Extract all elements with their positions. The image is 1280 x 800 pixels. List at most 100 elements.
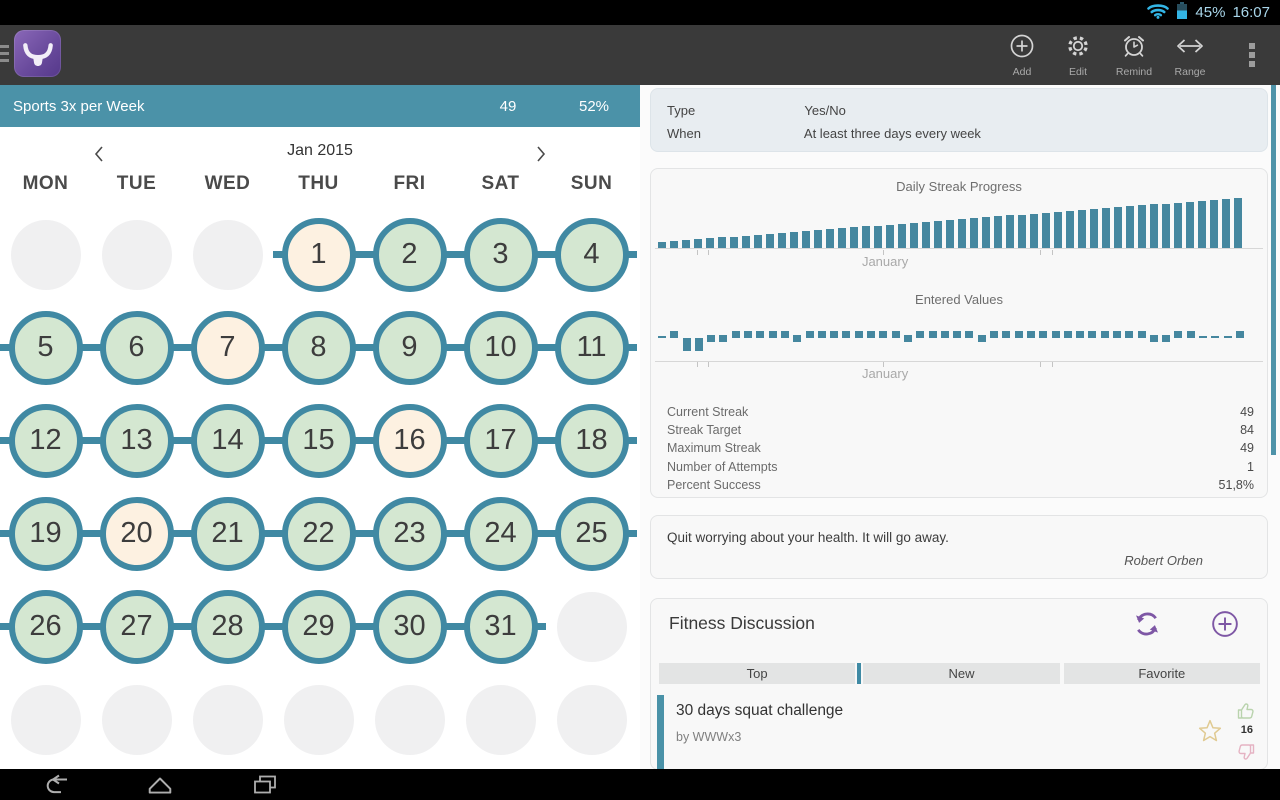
calendar-day-12[interactable]: 12 [0,394,91,487]
calendar-day-25[interactable]: 25 [546,487,637,580]
calendar-day-9[interactable]: 9 [364,301,455,394]
calendar-day-empty[interactable] [546,580,637,673]
calendar-day-14[interactable]: 14 [182,394,273,487]
day-circle [101,219,172,290]
calendar-day-15[interactable]: 15 [273,394,364,487]
add-button[interactable]: Add [994,25,1050,85]
value-mark-up [768,331,777,338]
calendar-day-24[interactable]: 24 [455,487,546,580]
streak-bar [994,216,1002,248]
recents-icon[interactable] [245,773,285,797]
streak-bar [1042,212,1050,248]
streak-connector [273,251,283,258]
calendar-day-1[interactable]: 1 [273,208,364,301]
star-icon[interactable] [1197,718,1223,749]
day-circle: 3 [463,217,538,292]
calendar-day-11[interactable]: 11 [546,301,637,394]
streak-connector [0,437,10,444]
left-right-arrow-icon [1174,33,1206,64]
tab-favorite[interactable]: Favorite [1063,663,1260,684]
thumbs-down-icon[interactable] [1236,742,1256,767]
calendar-day-empty[interactable] [0,208,91,301]
streak-connector [455,623,465,630]
back-icon[interactable] [37,773,77,797]
value-mark-up [1076,331,1085,338]
streak-bar [1150,204,1158,248]
streak-bar [1210,199,1218,248]
calendar-day-30[interactable]: 30 [364,580,455,673]
hamburger-icon[interactable] [0,45,10,65]
calendar-day-19[interactable]: 19 [0,487,91,580]
calendar-day-27[interactable]: 27 [91,580,182,673]
remind-label: Remind [1115,65,1153,78]
range-button[interactable]: Range [1162,25,1218,85]
calendar-day-7[interactable]: 7 [182,301,273,394]
add-topic-button[interactable] [1211,610,1239,638]
streak-bar [1186,201,1194,248]
edit-button[interactable]: Edit [1050,25,1106,85]
calendar-day-empty[interactable] [91,208,182,301]
calendar-day-2[interactable]: 2 [364,208,455,301]
value-mark-mid [977,335,986,342]
values-axis-tick [883,362,884,367]
prev-month-button[interactable] [86,141,112,167]
android-nav-bar [0,769,1280,800]
calendar-day-23[interactable]: 23 [364,487,455,580]
streak-bar [706,238,714,248]
streak-connector [627,437,637,444]
bull-logo[interactable] [14,30,61,77]
day-circle: 2 [372,217,447,292]
calendar-day-empty[interactable] [91,673,182,766]
tab-top[interactable]: Top [659,663,856,684]
day-circle: 22 [281,496,356,571]
calendar-day-empty[interactable] [182,208,273,301]
calendar-day-empty[interactable] [455,673,546,766]
calendar-day-4[interactable]: 4 [546,208,637,301]
calendar-day-21[interactable]: 21 [182,487,273,580]
calendar-day-16[interactable]: 16 [364,394,455,487]
alarm-clock-icon [1121,33,1147,64]
calendar-day-18[interactable]: 18 [546,394,637,487]
value-mark-up [953,331,962,338]
thumbs-up-icon[interactable] [1236,701,1256,726]
calendar-day-31[interactable]: 31 [455,580,546,673]
calendar-day-empty[interactable] [0,673,91,766]
calendar-day-empty[interactable] [546,673,637,766]
habit-header[interactable]: Sports 3x per Week 49 52% [0,85,640,127]
next-month-button[interactable] [528,141,554,167]
streak-bar [1198,200,1206,248]
values-axis-tick [1051,362,1053,367]
calendar-day-10[interactable]: 10 [455,301,546,394]
scrollbar[interactable] [1271,85,1276,455]
calendar-day-8[interactable]: 8 [273,301,364,394]
values-axis-tick [708,362,710,367]
refresh-button[interactable] [1133,610,1161,638]
tab-new[interactable]: New [863,663,1060,684]
value-mark-down [682,338,691,351]
stat-label: Percent Success [667,477,761,492]
home-icon[interactable] [140,773,180,797]
calendar-day-26[interactable]: 26 [0,580,91,673]
calendar-day-29[interactable]: 29 [273,580,364,673]
calendar-day-6[interactable]: 6 [91,301,182,394]
calendar-day-empty[interactable] [364,673,455,766]
calendar-day-13[interactable]: 13 [91,394,182,487]
discussion-list-item[interactable]: 30 days squat challenge by WWWx3 16 [651,693,1269,769]
value-mark-mid [903,335,912,342]
overflow-menu-icon[interactable] [1244,39,1260,71]
calendar-day-5[interactable]: 5 [0,301,91,394]
streak-connector [263,623,273,630]
streak-bar [1066,210,1074,248]
value-mark-up [1026,331,1035,338]
calendar-day-17[interactable]: 17 [455,394,546,487]
value-mark-up [965,331,974,338]
day-circle: 11 [554,310,629,385]
calendar-day-28[interactable]: 28 [182,580,273,673]
calendar-day-3[interactable]: 3 [455,208,546,301]
quote-text: Quit worrying about your health. It will… [667,530,949,545]
calendar-day-20[interactable]: 20 [91,487,182,580]
remind-button[interactable]: Remind [1106,25,1162,85]
calendar-day-22[interactable]: 22 [273,487,364,580]
calendar-day-empty[interactable] [182,673,273,766]
calendar-day-empty[interactable] [273,673,364,766]
